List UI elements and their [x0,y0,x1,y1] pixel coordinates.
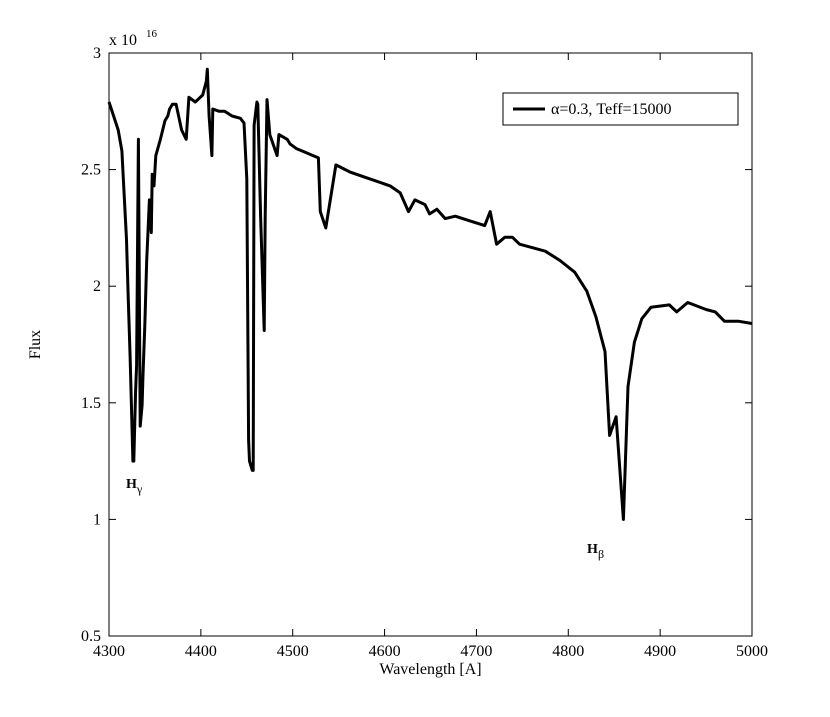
annotation: H [587,542,598,557]
y-tick-label: 2 [93,278,101,295]
annotation-subscript: β [598,547,604,561]
y-tick-label: 3 [93,45,101,62]
y-tick-label: 0.5 [81,628,101,645]
x-axis-label: Wavelength [A] [379,661,481,678]
annotation-subscript: γ [136,482,143,496]
legend-label: α=0.3, Teff=15000 [551,101,672,118]
x-tick-label: 4600 [369,643,401,660]
x-tick-label: 4500 [277,643,309,660]
y-scale-label: x 10 [109,32,137,49]
x-tick-label: 4800 [552,643,584,660]
y-tick-label: 1 [93,511,101,528]
x-tick-label: 4900 [644,643,676,660]
y-scale-power: 16 [146,28,158,40]
x-tick-label: 4400 [185,643,217,660]
plot-frame [108,52,753,637]
data-line [107,67,753,521]
y-axis-label: Flux [27,330,44,359]
x-tick-label: 4300 [93,643,125,660]
x-tick-label: 4700 [460,643,492,660]
x-tick-label: 5000 [736,643,768,660]
y-tick-label: 2.5 [81,162,101,179]
y-tick-label: 1.5 [81,395,101,412]
annotation: H [126,477,137,492]
